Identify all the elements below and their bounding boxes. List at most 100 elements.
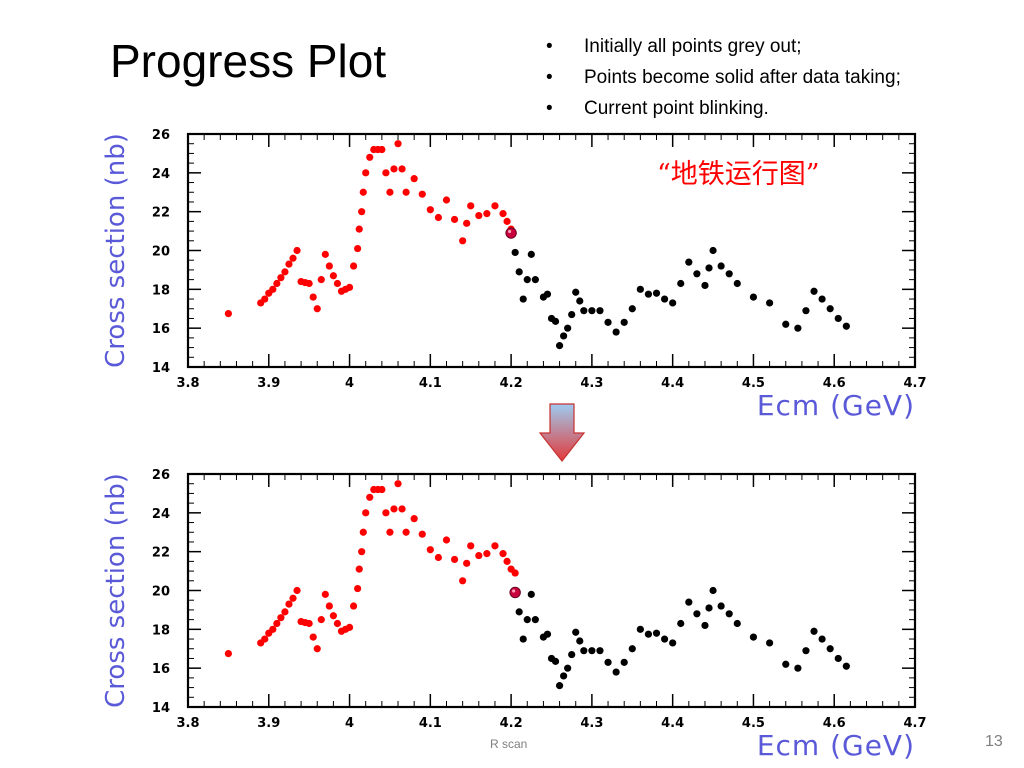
- y-tick-label: 14: [152, 701, 170, 716]
- pending-point: [733, 619, 741, 628]
- done-point: [426, 206, 434, 214]
- done-point: [309, 633, 317, 641]
- x-tick-label: 3.9: [257, 716, 280, 731]
- done-point: [313, 645, 321, 653]
- done-point: [386, 188, 394, 196]
- pending-point: [677, 619, 685, 628]
- pending-point: [826, 305, 834, 313]
- pending-point: [717, 602, 725, 610]
- y-tick-label: 20: [152, 585, 170, 600]
- done-point: [269, 285, 277, 293]
- pending-point: [612, 668, 620, 676]
- y-tick-label: 26: [152, 468, 170, 483]
- done-point: [442, 196, 451, 204]
- pending-point: [685, 258, 693, 266]
- pending-point: [628, 305, 636, 313]
- done-point: [305, 279, 313, 288]
- current-point-highlight: [508, 229, 512, 234]
- done-point: [410, 515, 418, 523]
- x-axis-label: Ecm (GeV): [757, 389, 915, 422]
- y-tick-label: 16: [152, 662, 170, 677]
- done-point: [511, 569, 519, 577]
- bullet-item: • Points become solid after data taking;: [544, 65, 901, 96]
- pending-point: [842, 662, 850, 670]
- done-point: [394, 480, 402, 488]
- pending-point: [523, 276, 531, 284]
- x-tick-label: 4.3: [580, 716, 603, 731]
- pending-point: [766, 639, 774, 647]
- done-point: [418, 530, 426, 538]
- pending-point: [677, 279, 685, 288]
- done-point: [333, 279, 342, 288]
- y-tick-label: 14: [152, 361, 170, 376]
- page-number: 13: [985, 733, 1003, 750]
- pending-point: [705, 264, 713, 272]
- x-tick-label: 3.9: [257, 376, 280, 391]
- pending-point: [551, 317, 560, 325]
- pending-point: [568, 650, 576, 659]
- bullet-item: • Current point blinking.: [544, 96, 901, 127]
- pending-point: [620, 318, 628, 326]
- pending-point: [527, 250, 535, 258]
- done-point: [450, 555, 459, 564]
- pending-point: [636, 625, 644, 633]
- pending-point: [531, 276, 539, 284]
- done-point: [503, 557, 511, 565]
- done-point: [358, 548, 366, 556]
- x-tick-label: 4: [345, 716, 354, 731]
- y-tick-label: 18: [152, 283, 170, 298]
- done-point: [410, 175, 418, 183]
- pending-point: [580, 307, 588, 315]
- done-point: [359, 188, 367, 196]
- pending-point: [705, 604, 713, 612]
- pending-point: [782, 660, 790, 668]
- x-tick-label: 4.2: [500, 716, 523, 731]
- pending-point: [644, 290, 653, 298]
- pending-point: [543, 290, 552, 298]
- pending-point: [834, 654, 842, 663]
- bullet-list: • Initially all points grey out; • Points …: [544, 34, 901, 127]
- pending-point: [701, 621, 709, 630]
- pending-point: [709, 246, 717, 255]
- pending-point: [725, 610, 733, 618]
- done-point: [333, 619, 342, 628]
- done-point: [358, 208, 366, 216]
- y-tick-label: 24: [152, 507, 170, 522]
- x-axis-label: Ecm (GeV): [757, 729, 915, 762]
- pending-point: [693, 270, 701, 278]
- pending-point: [644, 630, 653, 638]
- done-point: [329, 612, 337, 620]
- done-point: [269, 625, 277, 633]
- pending-point: [519, 635, 527, 643]
- x-tick-label: 4.1: [419, 376, 442, 391]
- done-point: [313, 305, 321, 313]
- done-point: [390, 505, 398, 513]
- pending-point: [636, 285, 644, 293]
- done-point: [224, 310, 232, 318]
- pending-point: [568, 310, 576, 319]
- x-tick-label: 4.2: [500, 376, 523, 391]
- pending-point: [810, 627, 818, 635]
- x-tick-label: 4.5: [742, 376, 765, 391]
- pending-point: [802, 647, 810, 655]
- done-point: [434, 213, 443, 222]
- done-point: [345, 623, 354, 631]
- current-point: [505, 227, 517, 239]
- pending-point: [572, 288, 580, 296]
- done-point: [491, 202, 499, 210]
- pending-point: [794, 324, 802, 332]
- done-point: [463, 559, 471, 567]
- done-point: [325, 262, 333, 270]
- pending-point: [511, 248, 519, 257]
- pending-point: [733, 279, 741, 288]
- x-tick-label: 4.7: [903, 716, 926, 731]
- pending-point: [604, 658, 612, 666]
- bullet-text: Current point blinking.: [584, 98, 769, 119]
- pending-point: [551, 657, 560, 665]
- pending-point: [749, 293, 758, 301]
- done-point: [345, 283, 354, 291]
- done-point: [309, 293, 317, 301]
- pending-point: [685, 598, 693, 606]
- x-tick-label: 4.6: [823, 716, 846, 731]
- pending-point: [810, 287, 818, 295]
